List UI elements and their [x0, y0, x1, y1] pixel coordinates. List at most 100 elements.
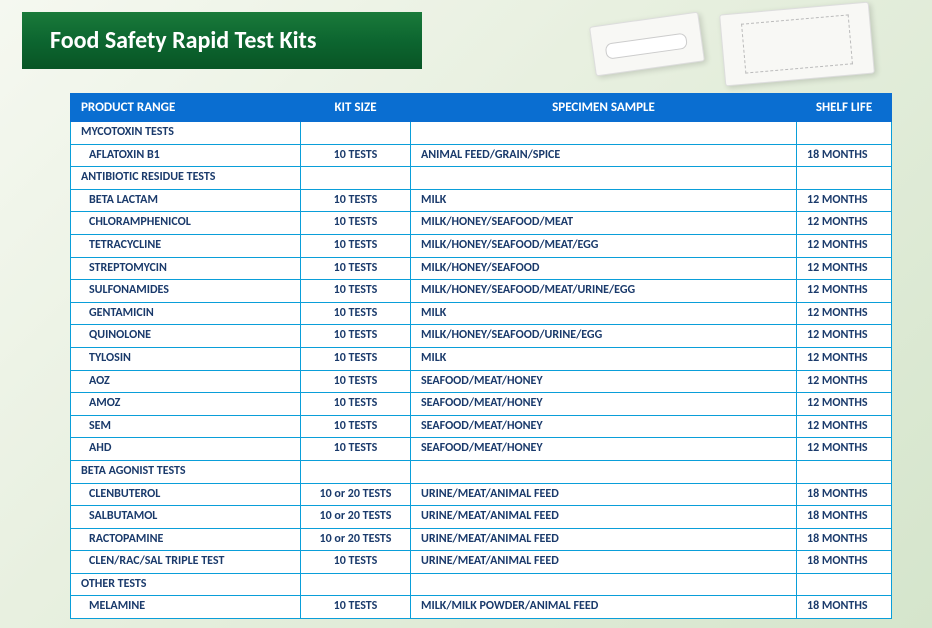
cell-kit-size: 10 TESTS — [301, 234, 411, 257]
table-row: CLENBUTEROL10 or 20 TESTSURINE/MEAT/ANIM… — [71, 483, 892, 506]
cell-shelf-life: 18 MONTHS — [797, 551, 892, 574]
cell-shelf-life: 12 MONTHS — [797, 189, 892, 212]
cell-shelf-life: 12 MONTHS — [797, 302, 892, 325]
section-empty-cell — [411, 167, 797, 190]
cell-specimen: MILK — [411, 347, 797, 370]
section-empty-cell — [411, 122, 797, 145]
cell-product-range: CLEN/RAC/SAL TRIPLE TEST — [71, 551, 301, 574]
section-title: OTHER TESTS — [71, 573, 301, 596]
cell-specimen: SEAFOOD/MEAT/HONEY — [411, 415, 797, 438]
cell-product-range: SEM — [71, 415, 301, 438]
cell-kit-size: 10 TESTS — [301, 280, 411, 303]
cell-kit-size: 10 TESTS — [301, 325, 411, 348]
section-empty-cell — [411, 460, 797, 483]
cell-kit-size: 10 TESTS — [301, 415, 411, 438]
cell-product-range: AOZ — [71, 370, 301, 393]
table-header-row: PRODUCT RANGE KIT SIZE SPECIMEN SAMPLE S… — [71, 94, 892, 122]
cell-specimen: MILK/HONEY/SEAFOOD/MEAT — [411, 212, 797, 235]
section-title: MYCOTOXIN TESTS — [71, 122, 301, 145]
cell-shelf-life: 12 MONTHS — [797, 370, 892, 393]
cell-shelf-life: 12 MONTHS — [797, 212, 892, 235]
cell-specimen: ANIMAL FEED/GRAIN/SPICE — [411, 144, 797, 167]
table-row: CHLORAMPHENICOL10 TESTSMILK/HONEY/SEAFOO… — [71, 212, 892, 235]
table-row: RACTOPAMINE10 or 20 TESTSURINE/MEAT/ANIM… — [71, 528, 892, 551]
col-header-product-range: PRODUCT RANGE — [71, 94, 301, 122]
page-title: Food Safety Rapid Test Kits — [50, 26, 316, 55]
cell-shelf-life: 18 MONTHS — [797, 483, 892, 506]
table-row: CLEN/RAC/SAL TRIPLE TEST10 TESTSURINE/ME… — [71, 551, 892, 574]
cell-specimen: SEAFOOD/MEAT/HONEY — [411, 393, 797, 416]
cell-shelf-life: 18 MONTHS — [797, 596, 892, 619]
cell-kit-size: 10 TESTS — [301, 596, 411, 619]
cell-kit-size: 10 TESTS — [301, 370, 411, 393]
section-empty-cell — [797, 122, 892, 145]
cell-kit-size: 10 TESTS — [301, 302, 411, 325]
section-empty-cell — [797, 167, 892, 190]
section-empty-cell — [797, 460, 892, 483]
cell-specimen: URINE/MEAT/ANIMAL FEED — [411, 506, 797, 529]
table-row: AMOZ10 TESTSSEAFOOD/MEAT/HONEY12 MONTHS — [71, 393, 892, 416]
section-empty-cell — [411, 573, 797, 596]
section-title: BETA AGONIST TESTS — [71, 460, 301, 483]
table-row: TETRACYCLINE10 TESTSMILK/HONEY/SEAFOOD/M… — [71, 234, 892, 257]
cell-kit-size: 10 TESTS — [301, 347, 411, 370]
cell-shelf-life: 12 MONTHS — [797, 347, 892, 370]
table-row: AHD10 TESTSSEAFOOD/MEAT/HONEY12 MONTHS — [71, 438, 892, 461]
cell-kit-size: 10 TESTS — [301, 144, 411, 167]
section-empty-cell — [301, 573, 411, 596]
cell-kit-size: 10 or 20 TESTS — [301, 483, 411, 506]
cell-kit-size: 10 TESTS — [301, 212, 411, 235]
cell-kit-size: 10 or 20 TESTS — [301, 506, 411, 529]
section-header-row: OTHER TESTS — [71, 573, 892, 596]
table-row: SEM10 TESTSSEAFOOD/MEAT/HONEY12 MONTHS — [71, 415, 892, 438]
cell-kit-size: 10 TESTS — [301, 393, 411, 416]
section-header-row: MYCOTOXIN TESTS — [71, 122, 892, 145]
table-row: AFLATOXIN B110 TESTSANIMAL FEED/GRAIN/SP… — [71, 144, 892, 167]
cell-specimen: MILK — [411, 189, 797, 212]
cell-product-range: SALBUTAMOL — [71, 506, 301, 529]
col-header-specimen: SPECIMEN SAMPLE — [411, 94, 797, 122]
cell-product-range: TETRACYCLINE — [71, 234, 301, 257]
col-header-kit-size: KIT SIZE — [301, 94, 411, 122]
cell-shelf-life: 12 MONTHS — [797, 415, 892, 438]
cell-product-range: CLENBUTEROL — [71, 483, 301, 506]
header-banner: Food Safety Rapid Test Kits — [22, 12, 422, 69]
section-empty-cell — [797, 573, 892, 596]
cell-product-range: CHLORAMPHENICOL — [71, 212, 301, 235]
table-row: SALBUTAMOL10 or 20 TESTSURINE/MEAT/ANIMA… — [71, 506, 892, 529]
section-header-row: ANTIBIOTIC RESIDUE TESTS — [71, 167, 892, 190]
cell-kit-size: 10 TESTS — [301, 438, 411, 461]
test-kit-small-image — [589, 12, 705, 77]
cell-product-range: STREPTOMYCIN — [71, 257, 301, 280]
section-header-row: BETA AGONIST TESTS — [71, 460, 892, 483]
section-empty-cell — [301, 167, 411, 190]
cell-product-range: MELAMINE — [71, 596, 301, 619]
cell-specimen: URINE/MEAT/ANIMAL FEED — [411, 528, 797, 551]
cell-specimen: URINE/MEAT/ANIMAL FEED — [411, 483, 797, 506]
table-row: AOZ10 TESTSSEAFOOD/MEAT/HONEY12 MONTHS — [71, 370, 892, 393]
test-kit-large-image — [719, 2, 875, 87]
cell-shelf-life: 12 MONTHS — [797, 325, 892, 348]
cell-kit-size: 10 or 20 TESTS — [301, 528, 411, 551]
cell-shelf-life: 12 MONTHS — [797, 280, 892, 303]
table-body: MYCOTOXIN TESTSAFLATOXIN B110 TESTSANIMA… — [71, 122, 892, 619]
product-images — [592, 8, 872, 80]
cell-product-range: AHD — [71, 438, 301, 461]
cell-shelf-life: 12 MONTHS — [797, 438, 892, 461]
product-table: PRODUCT RANGE KIT SIZE SPECIMEN SAMPLE S… — [70, 93, 892, 619]
cell-specimen: MILK/MILK POWDER/ANIMAL FEED — [411, 596, 797, 619]
section-empty-cell — [301, 460, 411, 483]
cell-specimen: SEAFOOD/MEAT/HONEY — [411, 438, 797, 461]
cell-kit-size: 10 TESTS — [301, 257, 411, 280]
cell-product-range: BETA LACTAM — [71, 189, 301, 212]
cell-product-range: GENTAMICIN — [71, 302, 301, 325]
table-row: QUINOLONE10 TESTSMILK/HONEY/SEAFOOD/URIN… — [71, 325, 892, 348]
cell-shelf-life: 12 MONTHS — [797, 393, 892, 416]
cell-product-range: TYLOSIN — [71, 347, 301, 370]
cell-specimen: MILK/HONEY/SEAFOOD/URINE/EGG — [411, 325, 797, 348]
table-row: MELAMINE10 TESTSMILK/MILK POWDER/ANIMAL … — [71, 596, 892, 619]
cell-shelf-life: 18 MONTHS — [797, 528, 892, 551]
table-row: STREPTOMYCIN10 TESTSMILK/HONEY/SEAFOOD12… — [71, 257, 892, 280]
cell-shelf-life: 18 MONTHS — [797, 506, 892, 529]
cell-shelf-life: 12 MONTHS — [797, 257, 892, 280]
